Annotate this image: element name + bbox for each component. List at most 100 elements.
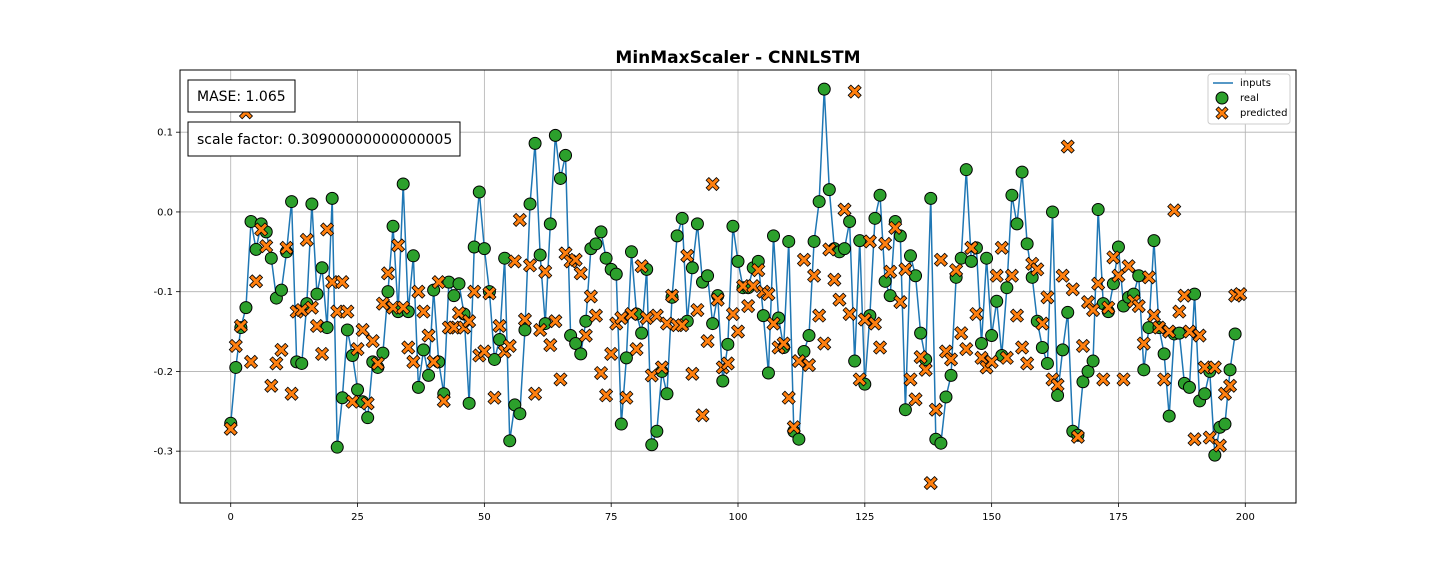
real-point xyxy=(838,242,852,256)
predicted-point xyxy=(1182,324,1197,339)
real-point xyxy=(802,329,816,343)
real-point xyxy=(944,368,958,382)
real-point xyxy=(295,356,309,370)
predicted-point xyxy=(812,308,827,323)
legend: inputs real predicted xyxy=(1207,73,1291,125)
real-point xyxy=(594,225,608,239)
real-point xyxy=(396,177,410,191)
predicted-point xyxy=(918,362,933,377)
real-point xyxy=(310,287,324,301)
predicted-point xyxy=(700,334,715,349)
predicted-point xyxy=(548,314,563,329)
predicted-point xyxy=(228,338,243,353)
predicted-point xyxy=(690,302,705,318)
real-point xyxy=(493,333,507,347)
predicted-point xyxy=(867,316,883,331)
real-point xyxy=(574,347,588,361)
predicted-point xyxy=(796,252,812,267)
predicted-point xyxy=(766,316,781,331)
predicted-point xyxy=(314,346,330,361)
predicted-point xyxy=(791,353,806,369)
predicted-point xyxy=(746,279,761,294)
predicted-point xyxy=(664,288,680,303)
predicted-point xyxy=(872,340,888,355)
real-point xyxy=(807,234,821,248)
predicted-point xyxy=(462,314,477,329)
real-point xyxy=(817,82,831,96)
predicted-point xyxy=(1151,320,1167,335)
predicted-point xyxy=(411,284,426,299)
real-point xyxy=(1228,327,1242,341)
predicted-point xyxy=(619,390,634,405)
predicted-point xyxy=(837,202,852,217)
real-point xyxy=(548,128,562,142)
predicted-point xyxy=(406,354,421,369)
real-point xyxy=(462,396,476,410)
predicted-point xyxy=(1004,268,1019,283)
real-point xyxy=(706,317,720,331)
predicted-point xyxy=(923,475,938,491)
predicted-point xyxy=(538,264,553,279)
real-point xyxy=(513,407,527,421)
predicted-point xyxy=(421,328,436,343)
predicted-point xyxy=(553,372,568,387)
real-point xyxy=(1132,269,1146,283)
real-point xyxy=(685,261,699,275)
predicted-point xyxy=(776,336,791,351)
predicted-point xyxy=(284,386,299,401)
predicted-point xyxy=(624,306,639,322)
predicted-point xyxy=(786,420,801,435)
predicted-point xyxy=(304,300,319,315)
predicted-point xyxy=(1157,372,1172,387)
real-point xyxy=(1162,409,1176,423)
predicted-point xyxy=(502,338,517,353)
predicted-point xyxy=(751,263,766,278)
predicted-point xyxy=(517,312,533,327)
real-point xyxy=(1015,165,1029,179)
real-point xyxy=(543,217,557,231)
predicted-point xyxy=(350,342,365,357)
predicted-point xyxy=(1101,300,1116,315)
real-point xyxy=(792,432,806,446)
real-point xyxy=(285,195,299,209)
real-point xyxy=(670,229,684,243)
predicted-point xyxy=(725,306,740,322)
real-point xyxy=(767,229,781,243)
predicted-point xyxy=(954,326,969,341)
real-point xyxy=(1223,363,1237,377)
real-point xyxy=(1198,387,1212,401)
predicted-point xyxy=(249,274,264,289)
real-point xyxy=(731,254,745,268)
predicted-point xyxy=(1075,338,1091,353)
predicted-point xyxy=(842,306,857,322)
predicted-point xyxy=(949,263,964,278)
real-point xyxy=(909,269,923,283)
predicted-point xyxy=(888,220,903,235)
predicted-point xyxy=(340,304,355,319)
predicted-point xyxy=(370,356,385,371)
predicted-point xyxy=(908,392,923,407)
grid xyxy=(180,70,1296,503)
predicted-point xyxy=(1070,429,1085,444)
predicted-point xyxy=(913,350,928,365)
predicted-point xyxy=(401,340,416,355)
real-point xyxy=(1010,217,1024,231)
predicted-point xyxy=(817,336,832,351)
x-tick-label: 200 xyxy=(1236,512,1255,523)
real-point xyxy=(761,366,775,380)
real-point xyxy=(1086,354,1100,368)
predicted-point xyxy=(1116,372,1131,387)
legend-predicted-marker xyxy=(1215,106,1229,120)
predicted-point xyxy=(994,240,1009,255)
real-point xyxy=(569,337,583,351)
real-point xyxy=(579,314,593,328)
predicted-point xyxy=(959,342,974,357)
predicted-point xyxy=(426,354,441,369)
predicted-point xyxy=(614,310,629,326)
legend-inputs-label: inputs xyxy=(1240,78,1271,89)
predicted-point xyxy=(974,350,989,365)
predicted-point xyxy=(883,264,898,279)
predicted-point xyxy=(1050,377,1065,393)
predicted-point xyxy=(299,232,314,247)
